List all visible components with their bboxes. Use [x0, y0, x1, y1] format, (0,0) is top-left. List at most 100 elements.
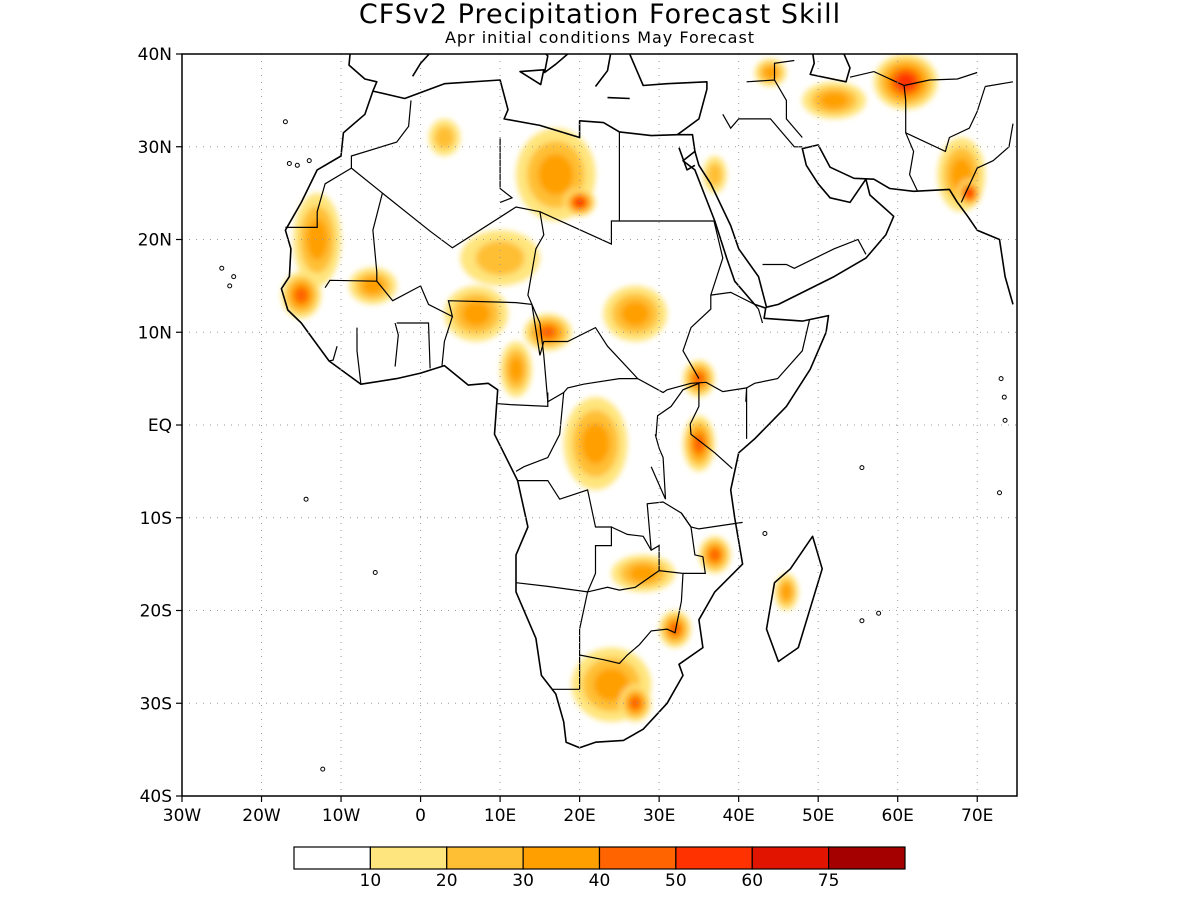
- lat-tick-label: 30S: [140, 694, 172, 714]
- island-16: [1002, 417, 1008, 423]
- graticule: [182, 54, 1017, 796]
- black-sea-coastline: [627, 8, 750, 45]
- island-13: [859, 465, 865, 471]
- colorbar-label: 20: [436, 871, 458, 891]
- country-border-23: [745, 387, 748, 439]
- lat-tick-label: 30N: [138, 138, 172, 158]
- lat-tick-label: 40N: [138, 45, 172, 65]
- lat-tick-label: 10S: [140, 509, 172, 529]
- lat-tick-label: 40S: [140, 787, 172, 807]
- map-subtitle: Apr initial conditions May Forecast: [444, 28, 756, 47]
- skill-area-cameroon-level-3: [508, 356, 524, 382]
- skill-area-iran-afghan-level-5: [896, 73, 915, 90]
- country-border-0: [285, 167, 352, 228]
- country-border-26: [710, 291, 755, 305]
- country-border-25: [754, 304, 764, 324]
- colorbar-label: 50: [665, 871, 687, 891]
- colorbar-swatch: [751, 846, 830, 870]
- lon-tick-label: 10E: [484, 806, 516, 826]
- skill-area-west-sahara-level-3: [306, 218, 328, 261]
- skill-area-iran-west-level-3: [819, 92, 849, 109]
- country-border-8: [394, 322, 399, 367]
- iberia-east-coastline: [411, 54, 431, 77]
- greece-coastline: [594, 54, 612, 87]
- lon-tick-label: 20E: [563, 806, 595, 826]
- country-border-6: [610, 220, 714, 240]
- lon-tick-label: 30W: [163, 806, 202, 826]
- colorbar-swatch: [828, 846, 906, 870]
- skill-area-lesotho-level-4: [629, 696, 641, 710]
- coastlines: [219, 8, 1014, 772]
- island-17: [997, 490, 1003, 496]
- lat-tick-label: 20N: [138, 231, 172, 251]
- skill-area-sudan-level-3: [621, 301, 650, 327]
- colorbar-label: 30: [512, 871, 534, 891]
- colorbar-swatch: [598, 846, 677, 870]
- country-border-10: [328, 346, 338, 362]
- africa-coastline: [280, 79, 830, 749]
- lon-tick-label: 0: [415, 806, 426, 826]
- country-border-21: [650, 434, 667, 500]
- skill-area-tibesti-level-5: [575, 198, 585, 207]
- island-5: [227, 283, 233, 289]
- country-border-16: [515, 569, 684, 665]
- iberia-coastline: [348, 54, 378, 92]
- italy-coastline: [543, 54, 569, 74]
- island-1: [294, 162, 300, 168]
- skill-area-chad-car-level-4: [539, 325, 557, 339]
- skill-area-mozambique-north-level-4: [709, 548, 721, 562]
- country-border-9: [356, 327, 362, 385]
- colorbar-swatch: [522, 846, 601, 870]
- skill-area-zambia-zimbabwe-level-3: [629, 565, 658, 582]
- madagascar-coastline: [765, 535, 823, 663]
- skill-area-mozambique-south-level-4: [669, 622, 681, 636]
- skill-area-gujarat-level-5: [965, 189, 973, 198]
- lat-tick-label: 20S: [140, 602, 172, 622]
- country-border-15: [517, 480, 612, 690]
- skill-area-chad-libya-level-3: [538, 153, 574, 196]
- colorbar: 10 20 30 40 50 60 75: [293, 846, 906, 891]
- colorbar-swatch: [293, 846, 371, 870]
- lon-tick-label: 10W: [322, 806, 361, 826]
- island-12: [762, 531, 768, 537]
- sinai-coastline: [678, 147, 696, 171]
- country-border-36: [849, 70, 978, 87]
- country-border-20: [680, 512, 743, 530]
- country-border-14: [515, 392, 565, 472]
- island-0: [286, 160, 292, 166]
- country-border-3: [324, 192, 383, 289]
- country-border-7: [499, 137, 514, 203]
- country-border-33: [905, 86, 986, 153]
- island-15: [1001, 394, 1007, 400]
- country-border-29: [722, 114, 803, 148]
- colorbar-label: 10: [360, 871, 382, 891]
- country-border-1: [351, 167, 612, 249]
- colorbar-label: 60: [741, 871, 763, 891]
- skill-area-south-africa-level-3: [593, 668, 630, 702]
- island-7: [372, 569, 378, 575]
- map-title: CFSv2 Precipitation Forecast Skill: [358, 0, 842, 30]
- island-2: [306, 158, 312, 164]
- skill-area-madagascar-level-3: [781, 583, 792, 601]
- lon-tick-label: 70E: [961, 806, 993, 826]
- lon-tick-label: 20W: [242, 806, 281, 826]
- lat-tick-label: 10N: [138, 323, 172, 343]
- country-border-35: [960, 123, 1014, 203]
- sicily-coastline: [519, 69, 545, 86]
- skill-area-drc-level-3: [581, 422, 610, 465]
- country-border-28: [762, 238, 867, 269]
- levant-coastline: [628, 54, 708, 136]
- skill-area-mali-level-3: [362, 277, 384, 295]
- country-border-18: [611, 526, 660, 571]
- colorbar-label: 75: [818, 871, 840, 891]
- skill-area-algeria-north-level-2: [434, 126, 455, 149]
- country-border-13: [497, 392, 549, 408]
- island-14: [998, 376, 1004, 382]
- island-9: [320, 766, 326, 772]
- island-4: [231, 274, 237, 280]
- skill-area-senegal-level-4: [294, 287, 309, 304]
- country-border-2: [350, 100, 412, 169]
- country-border-34: [985, 81, 1014, 88]
- island-3: [282, 119, 288, 125]
